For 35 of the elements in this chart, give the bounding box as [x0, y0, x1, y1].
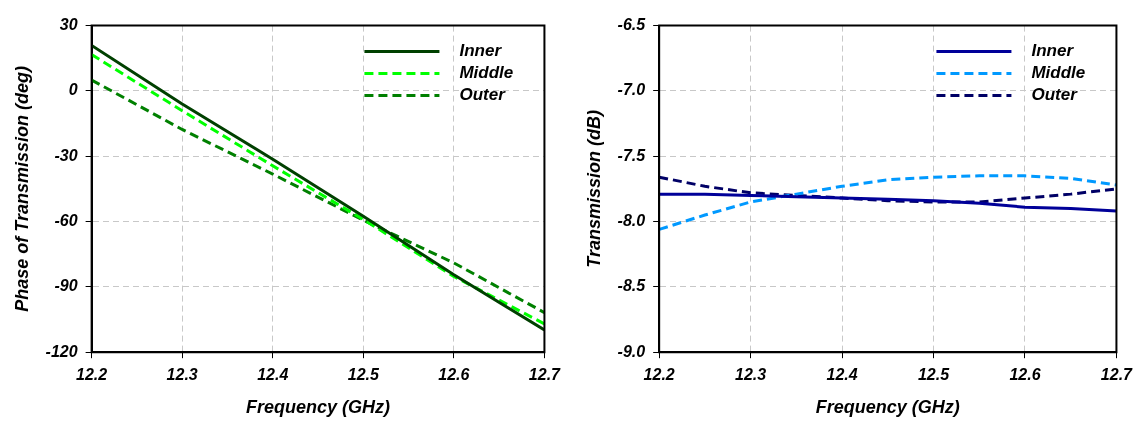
x-tick-label: 12.6	[438, 366, 470, 384]
x-tick-label: 12.5	[917, 366, 951, 384]
y-tick-label: 30	[59, 16, 78, 34]
x-tick-label: 12.4	[826, 366, 858, 384]
x-tick-label: 12.5	[347, 366, 380, 384]
x-tick-label: 12.4	[257, 366, 289, 384]
y-tick-label: -9.0	[617, 342, 646, 360]
legend-label: Outer	[459, 85, 507, 105]
x-tick-label: 12.6	[1009, 366, 1041, 384]
y-axis-title: Transmission (dB)	[583, 110, 604, 268]
x-tick-label: 12.3	[735, 366, 767, 384]
x-axis-title: Frequency (GHz)	[815, 397, 960, 418]
y-tick-label: -7.0	[617, 81, 646, 99]
y-tick-label: -8.0	[617, 211, 646, 229]
x-tick-label: 12.3	[166, 366, 198, 384]
legend-label: Inner	[1031, 41, 1075, 61]
legend-label: Middle	[459, 63, 514, 83]
y-tick-label: -8.5	[617, 277, 647, 295]
x-tick-label: 12.7	[1100, 366, 1134, 384]
x-axis-title: Frequency (GHz)	[246, 397, 391, 418]
y-tick-label: -60	[54, 211, 78, 229]
y-tick-label: 0	[68, 81, 78, 99]
x-tick-label: 12.2	[643, 366, 675, 384]
line-series	[659, 175, 1117, 204]
y-tick-label: -7.5	[617, 146, 647, 164]
x-tick-label: 12.7	[528, 366, 562, 384]
y-tick-label: -120	[45, 342, 78, 360]
legend-label: Outer	[1031, 85, 1079, 105]
y-tick-label: -90	[54, 277, 78, 295]
legend-label: Inner	[459, 41, 503, 61]
x-tick-label: 12.2	[76, 366, 108, 384]
legend-label: Middle	[1031, 63, 1086, 83]
y-tick-label: -6.5	[617, 16, 647, 34]
y-tick-label: -30	[54, 146, 78, 164]
y-axis-title: Phase of Transmission (deg)	[11, 66, 32, 312]
